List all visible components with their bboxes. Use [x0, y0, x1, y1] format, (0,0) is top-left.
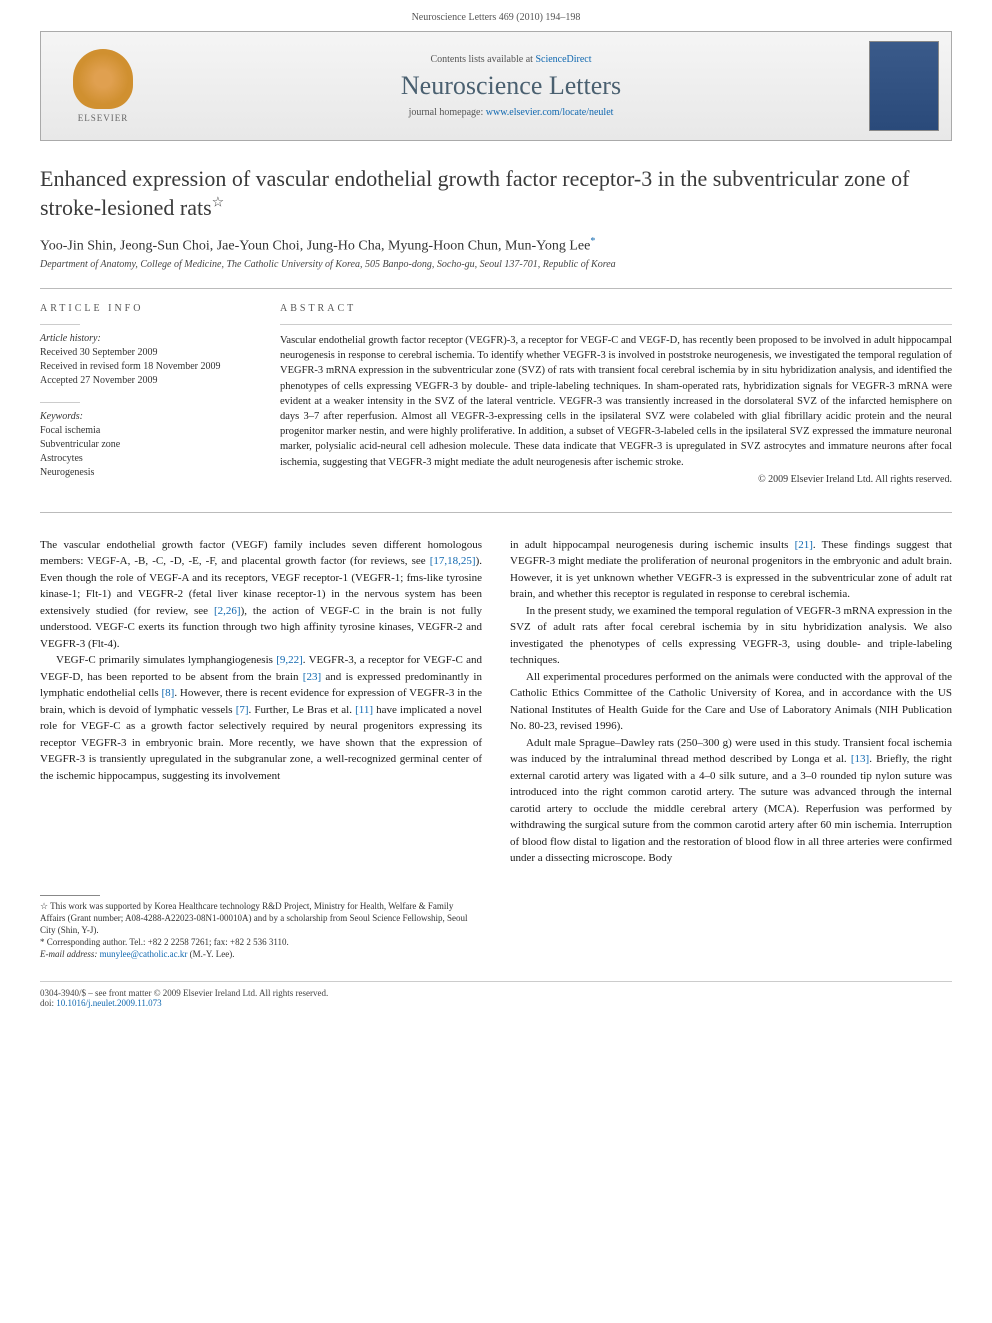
info-divider-2 [40, 402, 80, 403]
funding-footnote: ☆ This work was supported by Korea Healt… [40, 900, 470, 936]
abstract-divider [280, 324, 952, 325]
ref-link[interactable]: [23] [303, 671, 321, 683]
keywords-label: Keywords: [40, 411, 250, 422]
elsevier-label: ELSEVIER [78, 113, 129, 123]
authors-text: Yoo-Jin Shin, Jeong-Sun Choi, Jae-Youn C… [40, 239, 590, 254]
corresponding-footnote: * Corresponding author. Tel.: +82 2 2258… [40, 936, 470, 948]
journal-homepage-line: journal homepage: www.elsevier.com/locat… [153, 107, 869, 118]
abstract-copyright: © 2009 Elsevier Ireland Ltd. All rights … [280, 474, 952, 485]
elsevier-tree-icon [73, 49, 133, 109]
ref-link[interactable]: [17,18,25] [430, 555, 476, 567]
meta-row: ARTICLE INFO Article history: Received 3… [40, 289, 952, 494]
received-date: Received 30 September 2009 [40, 346, 250, 360]
journal-cover-thumbnail [869, 41, 939, 131]
journal-name: Neuroscience Letters [153, 71, 869, 101]
body-paragraph: Adult male Sprague–Dawley rats (250–300 … [510, 735, 952, 867]
email-footnote: E-mail address: munylee@catholic.ac.kr (… [40, 948, 470, 960]
banner-center: Contents lists available at ScienceDirec… [153, 54, 869, 118]
authors-line: Yoo-Jin Shin, Jeong-Sun Choi, Jae-Youn C… [40, 236, 952, 255]
homepage-prefix: journal homepage: [409, 107, 486, 118]
doi-line: doi: 10.1016/j.neulet.2009.11.073 [40, 998, 328, 1008]
article-title: Enhanced expression of vascular endothel… [40, 165, 952, 222]
contents-prefix: Contents lists available at [430, 54, 535, 65]
body-paragraph: All experimental procedures performed on… [510, 669, 952, 735]
ref-link[interactable]: [13] [851, 753, 869, 765]
elsevier-logo: ELSEVIER [53, 41, 153, 131]
abstract-text: Vascular endothelial growth factor recep… [280, 333, 952, 470]
p-text: Adult male Sprague–Dawley rats (250–300 … [510, 737, 952, 865]
body-paragraph: In the present study, we examined the te… [510, 603, 952, 669]
sciencedirect-link[interactable]: ScienceDirect [535, 54, 591, 65]
info-divider [40, 324, 80, 325]
abstract-column: ABSTRACT Vascular endothelial growth fac… [280, 289, 952, 494]
keywords-text: Focal ischemia Subventricular zone Astro… [40, 424, 250, 480]
p-text: In the present study, we examined the te… [510, 605, 952, 667]
ref-link[interactable]: [2,26] [214, 605, 241, 617]
ref-link[interactable]: [7] [236, 704, 249, 716]
divider-mid [40, 512, 952, 513]
body-columns: The vascular endothelial growth factor (… [40, 537, 952, 867]
article-info-column: ARTICLE INFO Article history: Received 3… [40, 289, 250, 494]
history-label: Article history: [40, 333, 250, 344]
abstract-heading: ABSTRACT [280, 303, 952, 314]
accepted-date: Accepted 27 November 2009 [40, 374, 250, 388]
footnote-divider [40, 895, 100, 896]
journal-banner: ELSEVIER Contents lists available at Sci… [40, 31, 952, 141]
footer-left: 0304-3940/$ – see front matter © 2009 El… [40, 988, 328, 1008]
revised-date: Received in revised form 18 November 200… [40, 360, 250, 374]
ref-link[interactable]: [11] [355, 704, 373, 716]
ref-link[interactable]: [8] [161, 687, 174, 699]
contents-line: Contents lists available at ScienceDirec… [153, 54, 869, 65]
email-suffix: (M.-Y. Lee). [190, 949, 235, 959]
p-text: in adult hippocampal neurogenesis during… [510, 539, 952, 601]
corresponding-symbol: * [590, 236, 595, 247]
body-paragraph: VEGF-C primarily simulates lymphangiogen… [40, 652, 482, 784]
page-header: Neuroscience Letters 469 (2010) 194–198 [0, 0, 992, 31]
p-text: All experimental procedures performed on… [510, 671, 952, 733]
citation-text: Neuroscience Letters 469 (2010) 194–198 [412, 12, 581, 23]
p-text: VEGF-C primarily simulates lymphangiogen… [40, 654, 482, 782]
body-column-right: in adult hippocampal neurogenesis during… [510, 537, 952, 867]
front-matter-text: 0304-3940/$ – see front matter © 2009 El… [40, 988, 328, 998]
title-text: Enhanced expression of vascular endothel… [40, 166, 909, 220]
body-paragraph: The vascular endothelial growth factor (… [40, 537, 482, 653]
affiliation: Department of Anatomy, College of Medici… [40, 259, 952, 270]
email-label: E-mail address: [40, 949, 100, 959]
doi-link[interactable]: 10.1016/j.neulet.2009.11.073 [56, 998, 161, 1008]
article-info-heading: ARTICLE INFO [40, 303, 250, 314]
body-column-left: The vascular endothelial growth factor (… [40, 537, 482, 867]
article-history-block: Article history: Received 30 September 2… [40, 333, 250, 388]
keywords-block: Keywords: Focal ischemia Subventricular … [40, 411, 250, 480]
footnotes: ☆ This work was supported by Korea Healt… [40, 895, 470, 961]
ref-link[interactable]: [9,22] [276, 654, 303, 666]
p-text: The vascular endothelial growth factor (… [40, 539, 482, 650]
footer-bar: 0304-3940/$ – see front matter © 2009 El… [40, 981, 952, 1008]
homepage-link[interactable]: www.elsevier.com/locate/neulet [486, 107, 614, 118]
email-link[interactable]: munylee@catholic.ac.kr [100, 949, 188, 959]
ref-link[interactable]: [21] [795, 539, 813, 551]
body-paragraph: in adult hippocampal neurogenesis during… [510, 537, 952, 603]
doi-label: doi: [40, 998, 54, 1008]
title-footnote-symbol: ☆ [212, 195, 225, 210]
